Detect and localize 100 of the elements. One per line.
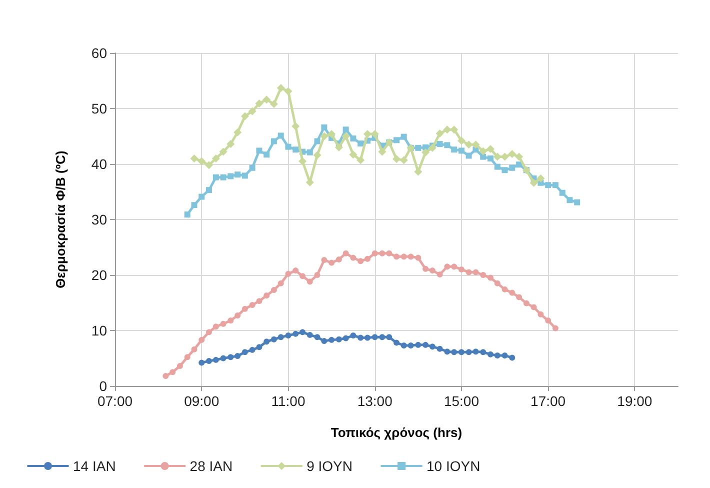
- point: [451, 264, 458, 270]
- point: [552, 182, 558, 188]
- point: [242, 172, 248, 179]
- point: [206, 187, 212, 194]
- point: [321, 124, 328, 130]
- point: [306, 278, 313, 285]
- point: [321, 338, 328, 344]
- point: [415, 342, 422, 348]
- point: [285, 332, 292, 338]
- point: [234, 353, 241, 360]
- point: [436, 346, 443, 352]
- x-tick-label: 13:00: [357, 393, 393, 409]
- point: [509, 290, 516, 296]
- point: [444, 142, 450, 148]
- point: [394, 254, 400, 260]
- point: [358, 258, 364, 264]
- point: [170, 369, 176, 376]
- point: [502, 167, 508, 174]
- point: [530, 304, 537, 310]
- point: [220, 174, 226, 180]
- point: [364, 256, 370, 262]
- point: [487, 155, 494, 162]
- point: [270, 100, 278, 108]
- point: [450, 126, 458, 134]
- point: [400, 134, 407, 140]
- point: [515, 152, 524, 161]
- point: [394, 137, 400, 144]
- point: [248, 107, 256, 116]
- point: [240, 112, 249, 120]
- point: [429, 268, 436, 274]
- point: [284, 87, 292, 96]
- point: [220, 355, 226, 362]
- point: [444, 264, 450, 270]
- point: [314, 272, 320, 278]
- point: [350, 332, 356, 338]
- point: [472, 269, 479, 276]
- point: [249, 164, 256, 171]
- point: [457, 136, 466, 145]
- point: [436, 129, 444, 138]
- point: [538, 311, 544, 318]
- point: [228, 354, 234, 360]
- point: [516, 294, 522, 300]
- point: [264, 292, 270, 299]
- x-tick-label: 17:00: [530, 393, 566, 409]
- point: [292, 146, 299, 153]
- point: [264, 152, 270, 158]
- point: [364, 334, 370, 341]
- point: [184, 354, 190, 360]
- point: [358, 334, 364, 341]
- point: [408, 254, 414, 260]
- point: [249, 346, 256, 353]
- point: [342, 250, 349, 256]
- legend-label: 9 IOYN: [306, 458, 353, 474]
- y-tick-label: 0: [99, 378, 108, 394]
- point: [400, 156, 408, 164]
- point: [226, 140, 235, 148]
- point: [212, 154, 220, 162]
- point: [256, 344, 262, 350]
- point: [502, 286, 508, 292]
- point: [262, 96, 271, 104]
- point: [176, 363, 183, 370]
- point: [509, 354, 516, 361]
- x-tick-label: 09:00: [184, 393, 220, 409]
- point: [198, 336, 205, 343]
- point: [479, 147, 488, 156]
- point: [394, 340, 400, 346]
- point: [191, 202, 198, 208]
- point: [530, 178, 538, 187]
- point: [436, 271, 443, 278]
- point: [270, 286, 277, 293]
- point: [487, 351, 494, 358]
- point: [509, 164, 516, 171]
- x-axis-title: Τοπικός χρόνος (hrs): [330, 425, 462, 440]
- point: [502, 352, 508, 358]
- point: [334, 143, 343, 152]
- point: [480, 272, 486, 278]
- point: [552, 325, 558, 332]
- point: [306, 332, 313, 338]
- point: [300, 273, 306, 280]
- point: [574, 199, 580, 206]
- point: [249, 302, 256, 308]
- y-tick-label: 30: [91, 212, 108, 228]
- point: [350, 254, 356, 261]
- legend-label: 28 IAN: [190, 458, 233, 474]
- point: [328, 130, 336, 138]
- point: [379, 334, 386, 340]
- point: [190, 154, 198, 162]
- point: [545, 318, 552, 324]
- point: [400, 254, 407, 260]
- point: [378, 148, 386, 156]
- point: [264, 338, 270, 345]
- point: [219, 148, 228, 156]
- point: [350, 135, 356, 142]
- point: [358, 140, 364, 146]
- point: [328, 336, 335, 343]
- x-tick-label: 07:00: [97, 393, 133, 409]
- point: [466, 152, 472, 159]
- point: [255, 100, 264, 108]
- point: [545, 182, 552, 188]
- point: [234, 172, 241, 178]
